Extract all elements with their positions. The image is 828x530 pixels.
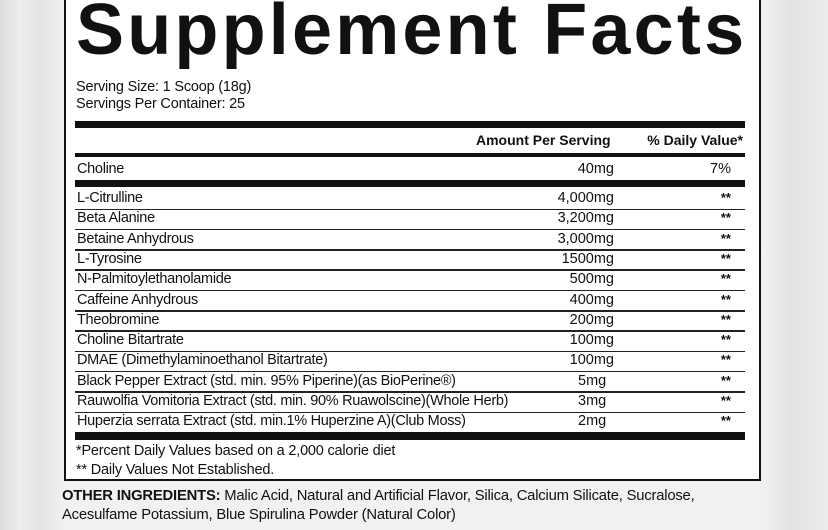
nutrient-name: DMAE (Dimethylaminoethanol Bitartrate): [77, 352, 328, 369]
nutrient-dv: **: [720, 271, 731, 287]
row-divider: [75, 249, 745, 251]
nutrient-row: N-Palmitoylethanolamide 500mg **: [75, 270, 745, 290]
nutrient-dv: **: [720, 393, 731, 408]
nutrient-name: Choline Bitartrate: [77, 332, 184, 349]
nutrient-dv: **: [720, 372, 731, 388]
nutrient-name: Caffeine Anhydrous: [77, 291, 198, 308]
nutrient-name: N-Palmitoylethanolamide: [77, 271, 232, 288]
nutrient-dv: **: [720, 291, 731, 307]
row-divider: [75, 289, 745, 292]
nutrient-name: Rauwolfia Vomitoria Extract (std. min. 9…: [77, 393, 509, 409]
nutrient-row: Huperzia serrata Extract (std. min.1% Hu…: [75, 412, 745, 432]
divider-thick: [75, 432, 745, 440]
nutrient-name: Betaine Anhydrous: [77, 230, 194, 247]
row-divider: [75, 350, 745, 353]
nutrient-name: Choline: [77, 161, 125, 177]
nutrient-amount: 3mg: [578, 393, 607, 409]
panel-title: Supplement Facts: [76, 0, 748, 70]
nutrient-amount: 4,000mg: [557, 190, 614, 206]
row-divider: [75, 330, 745, 332]
row-divider: [75, 370, 745, 373]
divider-thick: [75, 180, 745, 187]
serving-size: Serving Size: 1 Scoop (18g): [76, 79, 252, 95]
nutrient-dv: **: [720, 311, 731, 327]
amount-header: Amount Per Serving: [476, 132, 611, 148]
row-divider: [75, 208, 745, 210]
nutrient-row: Betaine Anhydrous 3,000mg **: [75, 230, 745, 250]
nutrient-dv: **: [720, 413, 731, 429]
nutrient-name: Beta Alanine: [77, 210, 155, 227]
nutrient-dv: **: [720, 332, 731, 348]
nutrient-amount: 100mg: [569, 332, 614, 349]
nutrient-row: Beta Alanine 3,200mg **: [75, 209, 745, 229]
nutrient-row: L-Tyrosine 1500mg **: [75, 250, 745, 270]
nutrient-dv: **: [720, 352, 731, 368]
nutrient-amount: 3,200mg: [557, 210, 614, 227]
row-divider: [75, 391, 745, 393]
nutrient-dv: **: [720, 250, 731, 266]
nutrient-amount: 1500mg: [561, 250, 614, 267]
divider: [75, 153, 745, 157]
nutrient-amount: 200mg: [569, 311, 614, 328]
nutrient-dv: **: [720, 230, 731, 246]
nutrient-dv: 7%: [710, 161, 731, 177]
supplement-facts-panel: [64, 0, 761, 481]
nutrient-row: L-Citrulline 4,000mg **: [75, 189, 745, 209]
nutrient-amount: 40mg: [577, 161, 614, 177]
daily-value-header: % Daily Value*: [647, 132, 743, 148]
nutrient-row: Theobromine 200mg **: [75, 311, 745, 331]
footnote-not-established: ** Daily Values Not Established.: [76, 462, 275, 478]
nutrient-dv: **: [720, 190, 731, 205]
nutrient-amount: 2mg: [578, 413, 607, 430]
nutrient-row-choline: Choline 40mg 7%: [75, 160, 745, 180]
nutrient-name: Black Pepper Extract (std. min. 95% Pipe…: [77, 372, 456, 389]
nutrient-amount: 100mg: [569, 352, 614, 369]
other-ingredients-line2: Acesulfame Potassium, Blue Spirulina Pow…: [62, 507, 456, 523]
servings-per-container: Servings Per Container: 25: [76, 96, 245, 112]
nutrient-row: Black Pepper Extract (std. min. 95% Pipe…: [75, 372, 745, 392]
nutrient-amount: 500mg: [569, 271, 614, 288]
nutrient-row: Rauwolfia Vomitoria Extract (std. min. 9…: [75, 392, 745, 412]
nutrient-row: DMAE (Dimethylaminoethanol Bitartrate) 10…: [75, 351, 745, 371]
nutrient-name: L-Citrulline: [77, 190, 143, 206]
nutrient-name: Theobromine: [77, 311, 160, 328]
row-divider: [75, 310, 745, 312]
nutrient-name: L-Tyrosine: [77, 250, 142, 267]
nutrient-row: Caffeine Anhydrous 400mg **: [75, 291, 745, 311]
other-ingredients-line1: Malic Acid, Natural and Artificial Flavo…: [220, 488, 695, 504]
nutrient-row: Choline Bitartrate 100mg **: [75, 331, 745, 351]
divider-thick: [75, 121, 745, 128]
nutrient-amount: 3,000mg: [557, 230, 614, 247]
footnote-dv: *Percent Daily Values based on a 2,000 c…: [76, 443, 396, 459]
nutrient-dv: **: [720, 210, 731, 226]
nutrient-name: Huperzia serrata Extract (std. min.1% Hu…: [77, 413, 466, 430]
row-divider: [75, 269, 745, 271]
nutrient-amount: 5mg: [578, 372, 607, 389]
row-divider: [75, 411, 745, 413]
other-ingredients: OTHER INGREDIENTS: Malic Acid, Natural a…: [62, 488, 695, 505]
nutrient-amount: 400mg: [569, 291, 614, 308]
other-ingredients-label: OTHER INGREDIENTS:: [62, 488, 221, 504]
row-divider: [75, 228, 745, 231]
